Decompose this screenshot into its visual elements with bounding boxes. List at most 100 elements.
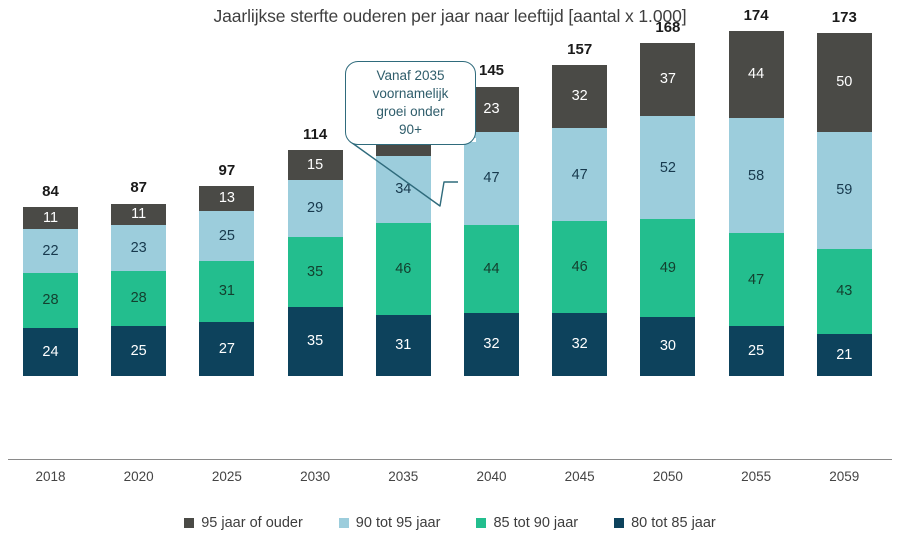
legend-item[interactable]: 85 tot 90 jaar — [476, 515, 578, 531]
bar-segment[interactable]: 32 — [552, 64, 608, 129]
bar-segment[interactable]: 46 — [375, 223, 431, 315]
bar-segment[interactable]: 47 — [728, 233, 784, 327]
bar-segment[interactable]: 31 — [375, 314, 431, 376]
bar-segment-value: 25 — [130, 342, 147, 359]
bar-segment-value: 28 — [130, 290, 147, 307]
bar-stack[interactable]: 32 46 47 32 — [552, 64, 608, 376]
bar-segment-value: 47 — [571, 166, 588, 183]
plot-area: 24 28 22 11 84 25 28 23 11 87 27 31 25 13 97 35 35 29 15 11… — [8, 6, 892, 460]
bar-segment-value: 11 — [42, 210, 59, 227]
bar-segment-value: 23 — [130, 239, 147, 256]
bar-segment[interactable]: 31 — [199, 261, 255, 323]
annotation-callout: Vanaf 2035 voornamelijk groei onder 90+ — [345, 61, 476, 145]
bar-segment[interactable]: 44 — [728, 31, 784, 119]
bar-segment[interactable]: 27 — [199, 322, 255, 376]
bar-total-label: 87 — [130, 179, 148, 197]
legend-swatch-icon — [476, 518, 487, 528]
bar-segment-value: 24 — [42, 343, 59, 360]
bar-segment[interactable]: 47 — [464, 132, 519, 226]
bar-segment[interactable]: 30 — [640, 316, 696, 376]
bar-stack[interactable]: 25 47 58 44 — [728, 31, 784, 376]
bar-total-label: 174 — [743, 6, 769, 24]
bar-segment-value: 11 — [131, 206, 147, 223]
bar-segment-value: 25 — [218, 227, 235, 244]
bar-segment[interactable]: 28 — [23, 272, 78, 329]
bar-segment-value: 15 — [307, 156, 324, 173]
bar-segment[interactable]: 11 — [111, 203, 167, 226]
bar-segment[interactable]: 28 — [111, 270, 167, 327]
bar-stack[interactable]: 30 49 52 37 — [640, 42, 696, 376]
bar-segment[interactable]: 23 — [111, 225, 167, 271]
bar-segment[interactable]: 32 — [552, 312, 608, 376]
bar-segment-value: 52 — [659, 159, 676, 176]
bar-segment-value: 31 — [395, 337, 412, 354]
bar-segment[interactable]: 59 — [816, 132, 872, 250]
bar-segment[interactable]: 43 — [816, 249, 872, 335]
bar-segment[interactable]: 25 — [728, 326, 784, 376]
bar-stack[interactable]: 35 35 29 15 — [287, 149, 343, 376]
bar-segment-value: 27 — [218, 340, 235, 357]
x-axis-tick-label: 2045 — [564, 469, 595, 484]
bar-segment-value: 32 — [571, 336, 588, 353]
legend-item[interactable]: 95 jaar of ouder — [184, 515, 303, 531]
bar-segment[interactable]: 46 — [552, 221, 608, 313]
bar-segment[interactable]: 32 — [464, 312, 519, 376]
bar-segment[interactable]: 24 — [23, 328, 78, 376]
x-axis-tick-label: 2025 — [211, 469, 242, 484]
bar-total-label: 145 — [478, 62, 505, 80]
bar-total-label: 173 — [831, 8, 857, 26]
bar-segment[interactable]: 25 — [199, 211, 255, 261]
bar-segment[interactable]: 11 — [23, 207, 78, 230]
bar-segment[interactable]: 34 — [375, 155, 431, 224]
bar-segment-value: 13 — [218, 190, 235, 207]
bar-stack[interactable]: 27 31 25 13 — [199, 185, 255, 376]
bar-segment[interactable]: 35 — [287, 237, 343, 307]
bar-segment[interactable]: 22 — [23, 229, 78, 273]
bar-segment[interactable]: 47 — [552, 128, 608, 222]
bar-segment-value: 43 — [836, 283, 853, 300]
legend-swatch-icon — [184, 518, 195, 528]
bar-segment-value: 47 — [483, 170, 500, 187]
bar-segment-value: 21 — [836, 346, 853, 363]
bar-segment-value: 29 — [307, 200, 324, 217]
bar-segment[interactable]: 25 — [111, 326, 167, 376]
bar-segment-value: 59 — [836, 182, 853, 199]
bar-stack[interactable]: 25 28 23 11 — [111, 203, 167, 376]
bar-segment-value: 28 — [42, 292, 59, 309]
bar-stack[interactable]: 24 28 22 11 — [23, 207, 78, 376]
bar-total-label: 84 — [42, 183, 59, 201]
legend-swatch-icon — [338, 518, 349, 528]
x-axis-tick-label: 2030 — [300, 469, 331, 484]
bar-segment[interactable]: 35 — [287, 306, 343, 376]
bar-segment[interactable]: 15 — [287, 149, 343, 180]
bar-total-label: 97 — [218, 161, 236, 179]
bar-segment-value: 23 — [483, 101, 500, 118]
bar-segment[interactable]: 37 — [640, 42, 696, 117]
bar-stack[interactable]: 32 44 47 23 — [464, 86, 519, 376]
bar-segment-value: 35 — [307, 263, 324, 280]
bar-segment[interactable]: 21 — [816, 334, 872, 376]
bar-segment-value: 58 — [748, 167, 765, 184]
legend-item[interactable]: 90 tot 95 jaar — [338, 515, 440, 531]
x-axis-tick-label: 2020 — [123, 469, 154, 484]
x-axis-tick-label: 2055 — [741, 469, 772, 484]
legend-item-label: 95 jaar of ouder — [201, 515, 303, 531]
bar-stack[interactable]: 31463418 — [375, 120, 431, 376]
bar-segment[interactable]: 29 — [287, 179, 343, 238]
bar-segment[interactable]: 58 — [728, 118, 784, 234]
bar-segment-value: 31 — [218, 283, 235, 300]
bar-segment[interactable]: 44 — [464, 225, 519, 313]
bar-stack[interactable]: 21 43 59 50 — [816, 32, 872, 376]
bar-segment-value: 44 — [483, 260, 500, 277]
bar-segment[interactable]: 50 — [816, 32, 872, 133]
bar-segment-value: 49 — [659, 259, 676, 276]
legend-item[interactable]: 80 tot 85 jaar — [614, 515, 716, 531]
bar-segment[interactable]: 52 — [640, 116, 696, 220]
x-axis-tick-label: 2035 — [388, 469, 419, 484]
bar-segment-value: 32 — [483, 336, 500, 353]
bar-segment-value: 47 — [748, 271, 765, 288]
legend-item-label: 85 tot 90 jaar — [493, 515, 579, 531]
x-axis-tick-label: 2040 — [476, 469, 507, 484]
bar-segment[interactable]: 49 — [640, 219, 696, 317]
bar-segment[interactable]: 13 — [199, 185, 255, 212]
